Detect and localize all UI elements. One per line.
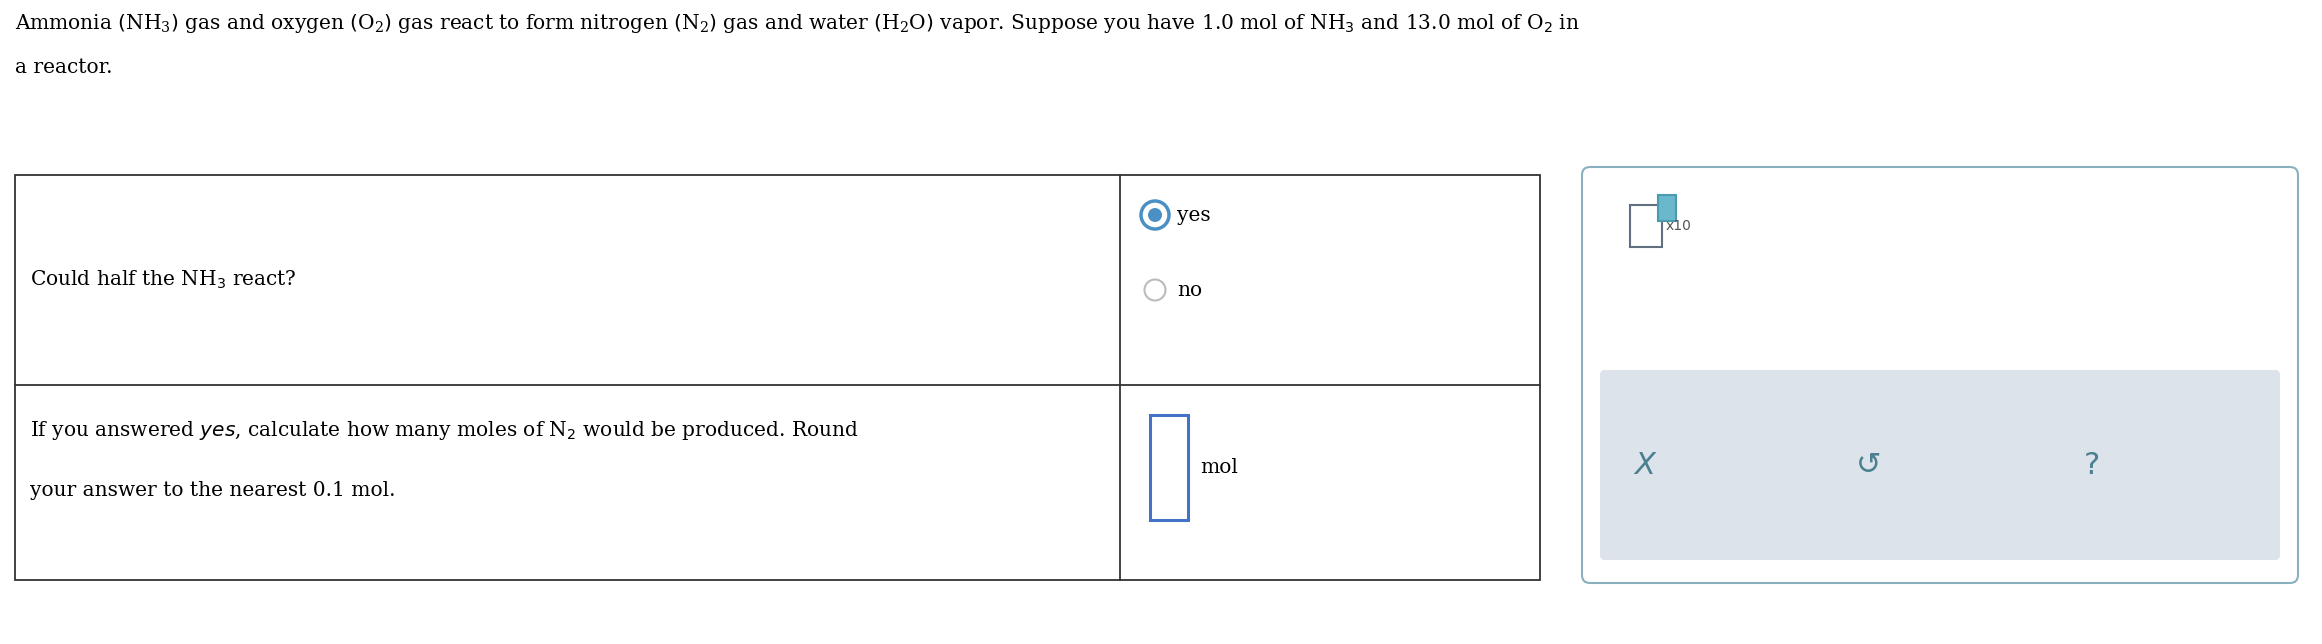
Text: yes: yes <box>1177 205 1210 225</box>
Bar <box>1658 195 1676 221</box>
Text: mol: mol <box>1200 458 1238 477</box>
Bar <box>1149 415 1189 520</box>
Text: your answer to the nearest 0.1 mol.: your answer to the nearest 0.1 mol. <box>30 480 395 500</box>
FancyBboxPatch shape <box>1600 370 2280 560</box>
Text: ↺: ↺ <box>1855 451 1881 480</box>
Bar <box>1630 205 1663 247</box>
FancyBboxPatch shape <box>1581 167 2299 583</box>
Text: a reactor.: a reactor. <box>14 58 111 77</box>
Circle shape <box>1140 201 1168 229</box>
Text: Could half the NH$_3$ react?: Could half the NH$_3$ react? <box>30 269 297 291</box>
Text: x10: x10 <box>1665 219 1693 233</box>
Circle shape <box>1145 279 1166 301</box>
Text: Ammonia $\left(\mathregular{NH_3}\right)$ gas and oxygen $\left(\mathregular{O_2: Ammonia $\left(\mathregular{NH_3}\right)… <box>14 12 1579 35</box>
Text: If you answered $\mathit{yes}$, calculate how many moles of N$_2$ would be produ: If you answered $\mathit{yes}$, calculat… <box>30 419 859 442</box>
Text: X: X <box>1635 451 1656 480</box>
Circle shape <box>1147 208 1161 222</box>
Text: ?: ? <box>2083 451 2099 480</box>
Bar <box>14 175 1539 580</box>
Text: no: no <box>1177 281 1203 299</box>
